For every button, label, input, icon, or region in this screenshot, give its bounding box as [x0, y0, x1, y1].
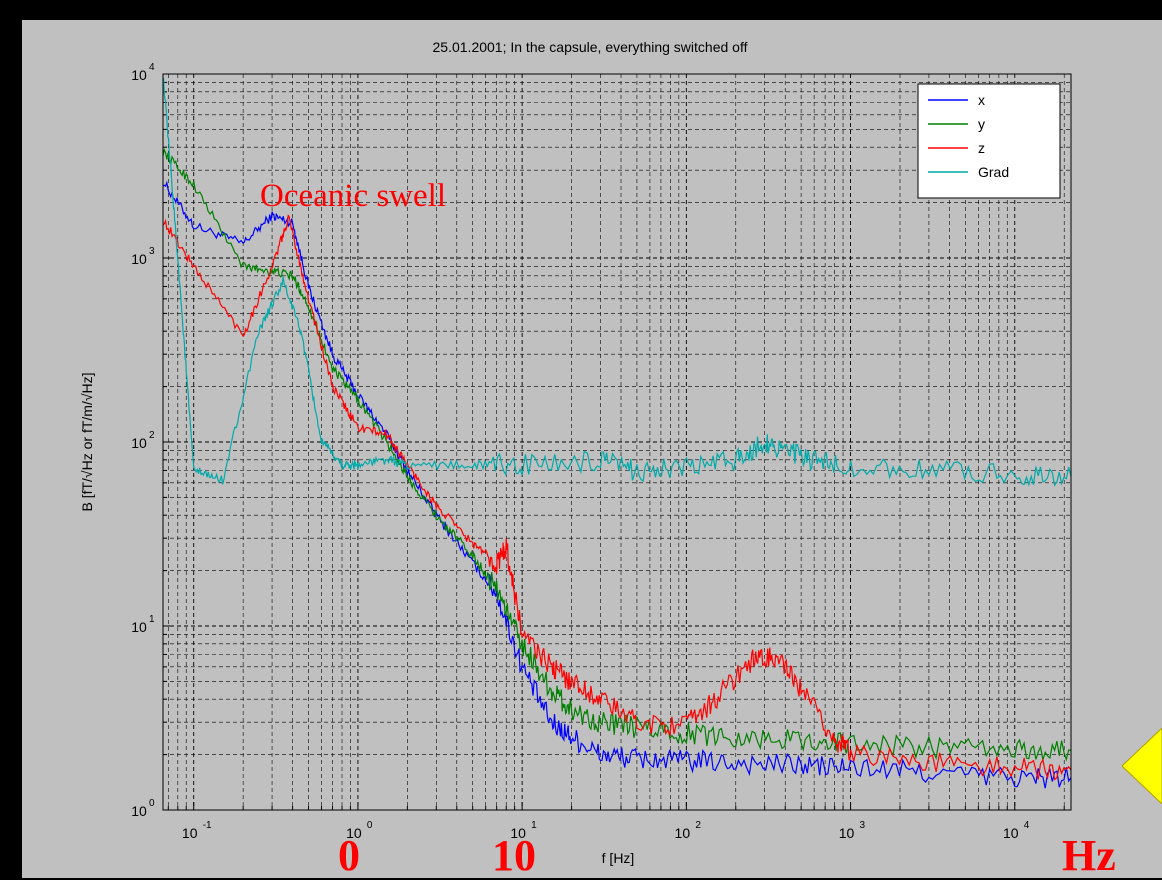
x-tick-exponent: 1 — [531, 820, 537, 831]
x-tick-label: 10 — [182, 825, 198, 841]
series-line-x — [162, 180, 1072, 789]
y-tick-label: 10 — [131, 435, 147, 451]
annotation-oceanic-swell: Oceanic swell — [260, 178, 446, 214]
x-tick-exponent: 4 — [1024, 820, 1030, 831]
figure-panel: 25.01.2001; In the capsule, everything s… — [22, 20, 1162, 878]
y-tick-label: 10 — [131, 803, 147, 819]
legend-box — [917, 83, 1061, 199]
x-tick-exponent: 0 — [367, 820, 373, 831]
x-axis-label: f [Hz] — [602, 850, 635, 866]
x-tick-label: 10 — [839, 825, 855, 841]
y-tick-exponent: 1 — [149, 614, 155, 625]
x-tick-label: 10 — [1003, 825, 1019, 841]
y-tick-label: 10 — [131, 619, 147, 635]
x-tick-label: 10 — [346, 825, 362, 841]
yellow-arrow-icon — [1122, 728, 1162, 804]
overlay-label-zero: 0 — [338, 831, 360, 880]
x-tick-label: 10 — [510, 825, 526, 841]
series-line-grad — [162, 77, 1072, 487]
y-tick-exponent: 2 — [149, 430, 155, 441]
legend: xyz Grad — [917, 83, 1061, 199]
y-tick-exponent: 4 — [149, 62, 155, 73]
tick-labels: 10 -1 10 0 10 1 10 2 10 3 10 410 010 110 210 310 4 — [131, 62, 1030, 841]
y-tick-label: 10 — [131, 251, 147, 267]
x-tick-exponent: 2 — [695, 820, 701, 831]
legend-label-grad: Grad — [978, 164, 1009, 180]
y-axis-label: B [fT/√Hz or fT/m/√Hz] — [79, 372, 95, 511]
chart-title: 25.01.2001; In the capsule, everything s… — [433, 39, 748, 55]
legend-label-z: z — [978, 140, 985, 156]
y-tick-label: 10 — [131, 67, 147, 83]
overlay-label-ten: 10 — [492, 831, 536, 880]
series-layer — [162, 77, 1072, 789]
x-tick-exponent: -1 — [203, 820, 212, 831]
legend-label-x: x — [978, 92, 985, 108]
overlay-label-hz: Hz — [1062, 831, 1116, 880]
x-tick-label: 10 — [675, 825, 691, 841]
legend-label-y: y — [978, 116, 985, 132]
plot-frame — [162, 73, 1072, 811]
chart: 25.01.2001; In the capsule, everything s… — [79, 39, 1072, 866]
y-tick-exponent: 0 — [149, 798, 155, 809]
x-tick-exponent: 3 — [860, 820, 866, 831]
series-line-z — [162, 214, 1072, 781]
y-tick-exponent: 3 — [149, 246, 155, 257]
series-line-y — [162, 147, 1072, 762]
